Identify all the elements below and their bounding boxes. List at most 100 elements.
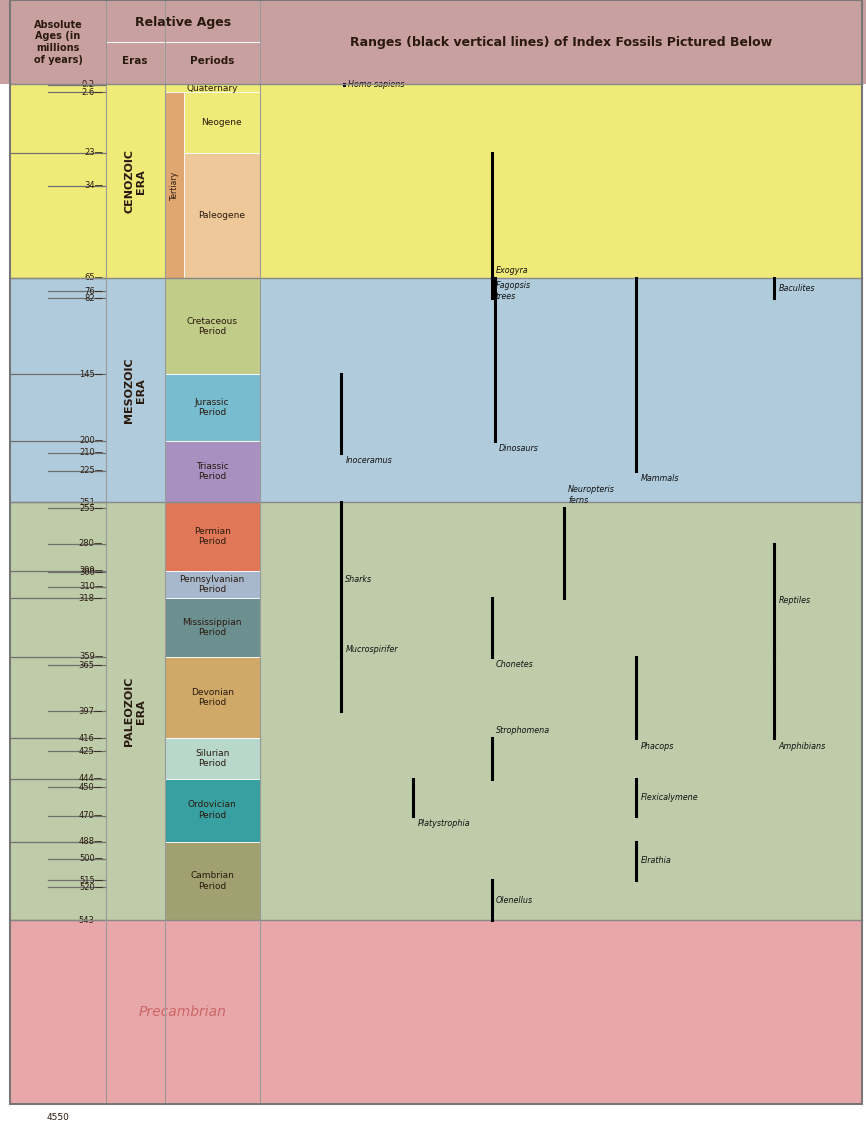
Text: Neogene: Neogene bbox=[202, 118, 242, 127]
Bar bbox=[165, 842, 260, 921]
Bar bbox=[260, 921, 862, 1104]
Text: 65—: 65— bbox=[84, 273, 103, 282]
Text: Olenellus: Olenellus bbox=[496, 896, 533, 905]
Text: Baculites: Baculites bbox=[779, 283, 815, 292]
Text: 365—: 365— bbox=[79, 661, 103, 670]
Bar bbox=[260, 84, 862, 278]
Text: 318—: 318— bbox=[79, 593, 103, 602]
Text: Permian
Period: Permian Period bbox=[194, 527, 230, 546]
Bar bbox=[260, 278, 862, 502]
Text: 488—: 488— bbox=[79, 837, 103, 846]
Text: 23—: 23— bbox=[84, 148, 103, 157]
Text: 200—: 200— bbox=[79, 436, 103, 445]
Text: 543—: 543— bbox=[79, 916, 103, 925]
Text: 34—: 34— bbox=[84, 181, 103, 190]
Text: Relative Ages: Relative Ages bbox=[135, 16, 230, 29]
Bar bbox=[165, 738, 260, 779]
Text: 255—: 255— bbox=[79, 504, 103, 513]
Text: Paleogene: Paleogene bbox=[198, 211, 245, 220]
Bar bbox=[165, 441, 260, 502]
Text: Precambrian: Precambrian bbox=[139, 1005, 227, 1019]
Bar bbox=[260, 502, 862, 921]
Text: Pennsylvanian
Period: Pennsylvanian Period bbox=[179, 574, 245, 595]
Text: 359—: 359— bbox=[79, 652, 103, 661]
Text: 500—: 500— bbox=[79, 854, 103, 863]
Text: Chonetes: Chonetes bbox=[496, 660, 533, 669]
Text: 210—: 210— bbox=[79, 448, 103, 457]
Bar bbox=[106, 502, 165, 921]
Text: 425—: 425— bbox=[79, 746, 103, 755]
Text: Mammals: Mammals bbox=[640, 474, 679, 483]
Text: CENOZOIC
ERA: CENOZOIC ERA bbox=[125, 149, 145, 214]
Text: 444—: 444— bbox=[79, 774, 103, 783]
Bar bbox=[165, 598, 260, 656]
Bar bbox=[10, 278, 106, 502]
Bar bbox=[165, 84, 260, 92]
Text: Platystrophia: Platystrophia bbox=[417, 819, 470, 828]
Text: Mississippian
Period: Mississippian Period bbox=[183, 618, 242, 637]
Text: 0.2—: 0.2— bbox=[81, 81, 103, 90]
Text: 251—: 251— bbox=[79, 498, 103, 507]
Text: Reptiles: Reptiles bbox=[779, 596, 811, 605]
Bar bbox=[0, 0, 866, 84]
Text: Tertiary: Tertiary bbox=[170, 171, 178, 200]
Bar bbox=[184, 153, 260, 278]
Text: Homo sapiens: Homo sapiens bbox=[348, 80, 405, 89]
Text: 397—: 397— bbox=[79, 707, 103, 716]
Text: 145—: 145— bbox=[79, 370, 103, 379]
Text: 450—: 450— bbox=[79, 782, 103, 791]
Bar bbox=[106, 278, 165, 502]
Bar bbox=[184, 92, 260, 153]
Text: Jurassic
Period: Jurassic Period bbox=[195, 398, 229, 417]
Text: 299—: 299— bbox=[79, 566, 103, 575]
Text: 76—: 76— bbox=[84, 287, 103, 296]
Bar bbox=[165, 656, 260, 738]
Text: Absolute
Ages (in
millions
of years): Absolute Ages (in millions of years) bbox=[34, 20, 82, 64]
Text: Devonian
Period: Devonian Period bbox=[191, 688, 234, 707]
Text: 225—: 225— bbox=[79, 466, 103, 475]
Text: 2.6—: 2.6— bbox=[81, 88, 103, 97]
Bar bbox=[165, 92, 184, 278]
Text: Triassic
Period: Triassic Period bbox=[196, 462, 229, 481]
Text: 515—: 515— bbox=[79, 876, 103, 885]
Text: Elrathia: Elrathia bbox=[640, 856, 671, 865]
Text: Sharks: Sharks bbox=[346, 575, 372, 584]
Bar bbox=[106, 921, 165, 1104]
Text: Phacops: Phacops bbox=[640, 742, 674, 751]
Text: Eras: Eras bbox=[122, 56, 148, 65]
Text: Dinosaurs: Dinosaurs bbox=[499, 444, 539, 453]
Text: 470—: 470— bbox=[79, 812, 103, 821]
Text: Silurian
Period: Silurian Period bbox=[195, 749, 229, 768]
Text: Neuropteris
ferns: Neuropteris ferns bbox=[568, 486, 615, 505]
Text: MESOZOIC
ERA: MESOZOIC ERA bbox=[125, 357, 145, 423]
Text: Amphibians: Amphibians bbox=[779, 742, 826, 751]
Text: Quaternary: Quaternary bbox=[186, 83, 238, 92]
Bar bbox=[10, 84, 106, 278]
Text: 520—: 520— bbox=[79, 882, 103, 891]
Text: PALEOZOIC
ERA: PALEOZOIC ERA bbox=[125, 677, 145, 746]
Text: Periods: Periods bbox=[190, 56, 235, 65]
Text: 416—: 416— bbox=[79, 734, 103, 743]
Bar bbox=[106, 84, 165, 278]
Bar bbox=[10, 921, 106, 1104]
Text: Strophomena: Strophomena bbox=[496, 726, 550, 735]
Bar bbox=[165, 374, 260, 441]
Bar bbox=[10, 502, 106, 921]
Text: Cambrian
Period: Cambrian Period bbox=[191, 871, 234, 890]
Text: Fagopsis
trees: Fagopsis trees bbox=[496, 281, 531, 301]
Text: 280—: 280— bbox=[79, 540, 103, 549]
Text: 82—: 82— bbox=[84, 294, 103, 303]
Text: Ordovician
Period: Ordovician Period bbox=[188, 800, 236, 819]
Text: 310—: 310— bbox=[79, 582, 103, 591]
Text: Mucrospirifer: Mucrospirifer bbox=[346, 644, 397, 653]
Text: Ranges (black vertical lines) of Index Fossils Pictured Below: Ranges (black vertical lines) of Index F… bbox=[350, 36, 772, 48]
Text: Exogyra: Exogyra bbox=[496, 265, 528, 274]
Text: 300—: 300— bbox=[79, 568, 103, 577]
Text: Inoceramus: Inoceramus bbox=[346, 456, 392, 465]
Bar bbox=[165, 921, 260, 1104]
Text: Cretaceous
Period: Cretaceous Period bbox=[187, 317, 237, 336]
Text: Flexicalymene: Flexicalymene bbox=[640, 792, 698, 801]
Text: 4550: 4550 bbox=[47, 1113, 69, 1122]
Bar bbox=[165, 571, 260, 598]
Bar bbox=[165, 502, 260, 571]
